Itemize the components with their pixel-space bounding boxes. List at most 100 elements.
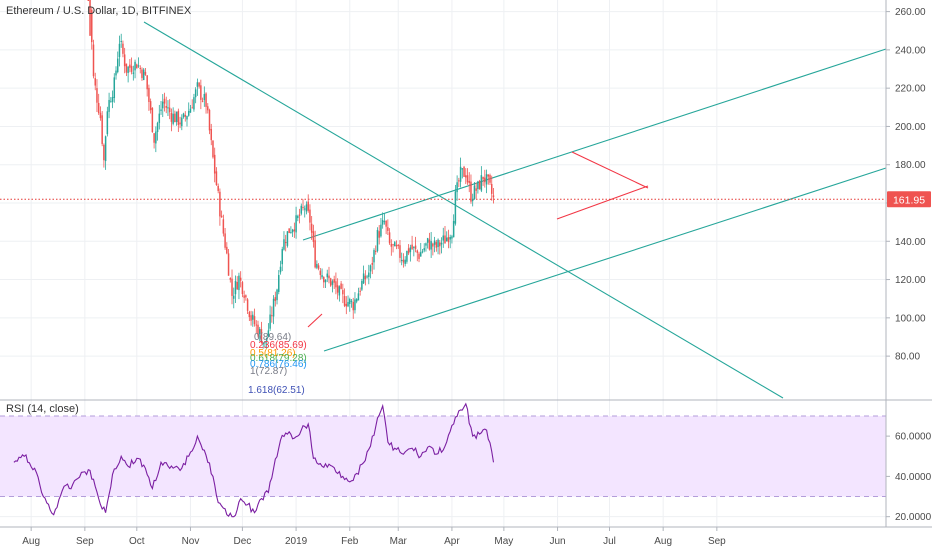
- candle-body: [191, 107, 193, 109]
- candle-body: [279, 266, 282, 273]
- candle-body: [388, 232, 391, 244]
- candle-body: [465, 175, 467, 178]
- candle-body: [106, 111, 109, 135]
- x-tick-label: Nov: [182, 536, 200, 547]
- candle-body: [326, 273, 329, 278]
- candle-body: [108, 99, 110, 112]
- candle-body: [175, 111, 178, 123]
- candle-body: [207, 106, 209, 111]
- candle-body: [480, 175, 483, 191]
- candle-body: [155, 131, 157, 144]
- candle-body: [355, 299, 358, 302]
- candle-body: [383, 221, 386, 223]
- candle-body: [376, 229, 379, 252]
- candle-body: [437, 239, 439, 248]
- candle-body: [298, 214, 301, 216]
- candle-body: [329, 278, 332, 286]
- candle-body: [158, 113, 161, 123]
- candle-body: [371, 262, 374, 265]
- x-tick-label: Jul: [603, 536, 616, 547]
- candle-body: [283, 239, 285, 250]
- candle-body: [451, 236, 453, 239]
- candle-body: [260, 329, 263, 344]
- candle-body: [428, 239, 431, 250]
- candle-body: [123, 54, 126, 67]
- x-tick-label: Feb: [341, 536, 359, 547]
- descending-trendline: [143, 21, 784, 399]
- candle-body: [432, 243, 434, 247]
- candle-body: [435, 242, 438, 248]
- candle-body: [239, 277, 242, 281]
- candle-body: [132, 72, 135, 74]
- candle-body: [487, 174, 490, 177]
- candle-body: [231, 278, 233, 296]
- candle-body: [236, 282, 238, 290]
- candle-body: [258, 328, 261, 335]
- y-tick-label: 240.00: [895, 45, 926, 56]
- candle-body: [458, 180, 460, 182]
- y-tick-label: 140.00: [895, 237, 926, 248]
- candle-body: [430, 241, 432, 250]
- candle-body: [378, 231, 380, 238]
- y-tick-label: 200.00: [895, 122, 926, 133]
- candle-body: [489, 175, 491, 183]
- candle-body: [478, 180, 481, 190]
- last-price-tag: 161.95: [887, 191, 931, 208]
- candle-body: [137, 65, 140, 67]
- candle-body: [449, 236, 451, 240]
- candle-body: [364, 275, 367, 280]
- candle-body: [139, 67, 142, 69]
- rsi-tick-label: 40.0000: [895, 472, 932, 483]
- candle-body: [245, 295, 247, 298]
- candle-body: [333, 279, 335, 283]
- candle-body: [397, 244, 399, 246]
- candle-body: [380, 224, 382, 237]
- candle-body: [362, 273, 365, 284]
- candle-body: [181, 117, 183, 127]
- candle-body: [342, 290, 344, 295]
- candle-body: [454, 191, 457, 224]
- candle-body: [215, 171, 218, 186]
- y-tick-label: 120.00: [895, 275, 926, 286]
- candle-body: [284, 242, 287, 244]
- candle-body: [409, 247, 412, 253]
- candle-body: [246, 299, 249, 311]
- candle-body: [92, 44, 95, 77]
- candle-body: [416, 250, 419, 253]
- candle-body: [189, 108, 192, 113]
- y-tick-label: 80.00: [895, 352, 920, 363]
- rsi-panel: [0, 402, 886, 518]
- fib-level-label: 0.786(76.46): [250, 359, 307, 370]
- candle-body: [224, 233, 226, 248]
- candle-body: [149, 101, 152, 111]
- candle-body: [347, 302, 349, 307]
- candle-body: [328, 275, 330, 279]
- candle-body: [338, 286, 341, 296]
- x-tick-label: Sep: [76, 536, 94, 547]
- candle-body: [359, 290, 361, 292]
- candle-body: [414, 245, 417, 249]
- candle-body: [205, 93, 207, 107]
- candle-body: [142, 69, 145, 81]
- candle-body: [110, 101, 112, 103]
- candle-body: [340, 283, 342, 289]
- candle-body: [404, 259, 406, 264]
- candle-body: [165, 105, 167, 108]
- candle-body: [122, 43, 124, 54]
- candle-body: [463, 166, 465, 177]
- candle-body: [89, 0, 91, 36]
- candle-body: [129, 64, 131, 68]
- candle-body: [136, 64, 138, 69]
- candle-body: [335, 281, 337, 288]
- x-tick-label: Aug: [654, 536, 672, 547]
- candle-body: [210, 128, 212, 141]
- candle-body: [227, 253, 230, 276]
- candle-body: [269, 314, 271, 329]
- candle-body: [316, 263, 318, 268]
- candle-body: [118, 43, 121, 58]
- candle-body: [179, 122, 181, 125]
- candle-body: [255, 324, 258, 326]
- fib-level-label: 1.618(62.51): [248, 385, 305, 396]
- candle-body: [305, 204, 308, 212]
- x-tick-label: 2019: [285, 536, 308, 547]
